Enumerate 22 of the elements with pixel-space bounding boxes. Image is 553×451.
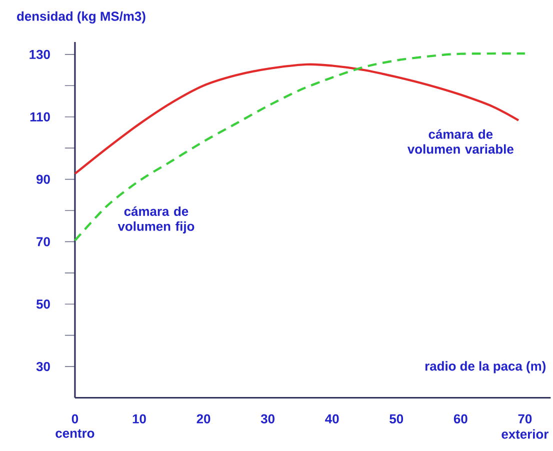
x-tick-label: 20	[196, 414, 210, 424]
x-tick-label: 10	[132, 414, 146, 424]
line-series	[74, 52, 526, 242]
x-tick-label: 50	[390, 414, 404, 424]
x-tick-label: 70	[518, 414, 532, 424]
series-label: cámara de volumen fijo	[118, 206, 194, 234]
y-tick-label: 90	[36, 174, 50, 184]
y-tick-label: 50	[36, 300, 50, 309]
series-label: cámara de volumen variable	[407, 129, 514, 154]
x-tick-label: 60	[454, 414, 468, 424]
text: exterior	[502, 429, 548, 439]
text: centro	[56, 429, 94, 438]
line-series	[74, 63, 520, 175]
x-tick-label: 40	[325, 414, 339, 424]
y-tick-label: 130	[30, 50, 50, 60]
x-axis-title: radio de la paca (m)	[425, 361, 546, 374]
y-tick-label: 110	[30, 112, 50, 122]
y-tick-label: 30	[36, 362, 50, 372]
x-tick-label: 0	[72, 414, 78, 424]
x-tick-label: 30	[260, 414, 274, 424]
y-axis-title: densidad (kg MS/m3)	[17, 11, 146, 24]
y-tick-label: 70	[36, 237, 50, 246]
